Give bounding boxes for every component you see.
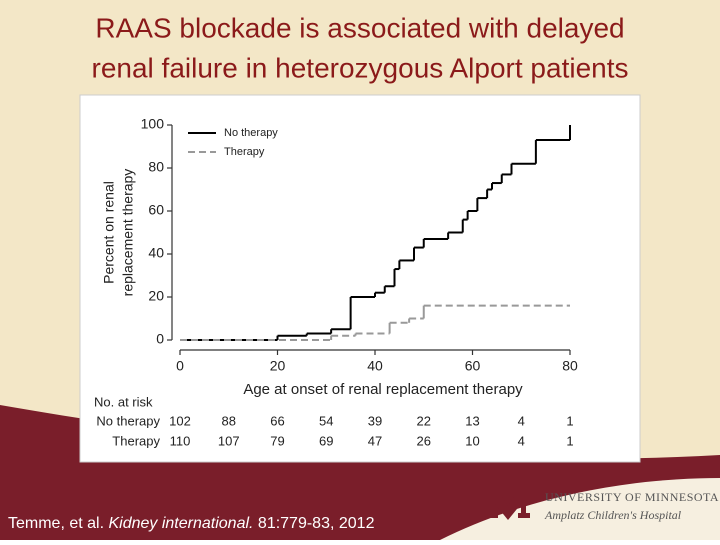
- risk-row-name: No therapy: [96, 413, 160, 428]
- risk-count: 4: [518, 413, 525, 428]
- risk-count: 4: [518, 433, 525, 448]
- logo-area: [440, 478, 720, 540]
- chart-frame: [79, 94, 641, 463]
- y-tick-label: 60: [148, 202, 164, 218]
- y-tick-label: 80: [148, 159, 164, 175]
- y-tick-label: 40: [148, 245, 164, 261]
- risk-row-name: Therapy: [112, 433, 160, 448]
- risk-count: 1: [566, 413, 573, 428]
- citation-ref: 81:779-83, 2012: [253, 515, 374, 532]
- y-axis-label: Percent on renal: [101, 181, 117, 284]
- y-tick-label: 100: [141, 116, 165, 132]
- x-tick-label: 80: [562, 358, 578, 374]
- citation: Temme, et al. Kidney international. 81:7…: [8, 515, 375, 532]
- y-axis-label: replacement therapy: [120, 169, 136, 297]
- risk-count: 66: [270, 413, 284, 428]
- chart: 0 20 40 60 80 100 0 20 40 60 80 Age at onset of ren…: [94, 116, 578, 449]
- slide-title: RAAS blockade is associated with delayed: [95, 12, 624, 43]
- logo-university: UNIVERSITY OF MINNESOTA: [545, 490, 719, 504]
- risk-table-title: No. at risk: [94, 394, 153, 409]
- logo-mark: [486, 494, 530, 520]
- risk-count: 13: [465, 413, 479, 428]
- legend-label: Therapy: [224, 146, 265, 158]
- risk-count: 110: [170, 433, 191, 448]
- risk-count: 47: [368, 433, 382, 448]
- x-tick-label: 60: [465, 358, 481, 374]
- risk-count: 54: [319, 413, 333, 428]
- risk-count: 69: [319, 433, 333, 448]
- risk-count: 88: [222, 413, 236, 428]
- risk-count: 10: [465, 433, 479, 448]
- risk-count: 1: [566, 433, 573, 448]
- risk-count: 39: [368, 413, 382, 428]
- logo-hospital: Amplatz Children's Hospital: [544, 508, 682, 522]
- citation-authors: Temme, et al.: [8, 515, 108, 532]
- x-tick-label: 20: [270, 358, 286, 374]
- legend-label: No therapy: [224, 127, 278, 139]
- risk-count: 79: [270, 433, 284, 448]
- citation-journal: Kidney international.: [108, 515, 253, 532]
- risk-count: 22: [417, 413, 431, 428]
- x-axis-label: Age at onset of renal replacement therap…: [243, 381, 523, 398]
- x-tick-label: 40: [367, 358, 383, 374]
- slide-title: renal failure in heterozygous Alport pat…: [92, 52, 629, 83]
- y-tick-label: 20: [148, 288, 164, 304]
- y-tick-label: 0: [156, 331, 164, 347]
- risk-count: 107: [218, 433, 240, 448]
- risk-count: 102: [169, 413, 191, 428]
- x-tick-label: 0: [176, 358, 184, 374]
- risk-count: 26: [417, 433, 431, 448]
